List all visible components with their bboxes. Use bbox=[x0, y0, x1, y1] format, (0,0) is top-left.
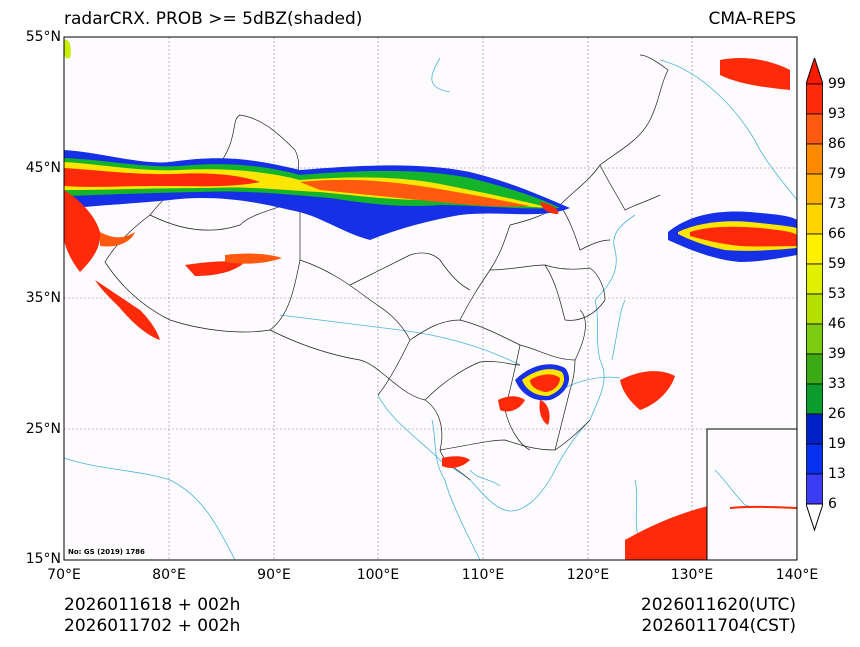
colorbar-label: 93 bbox=[828, 106, 846, 122]
lat-label-35n: 35°N bbox=[25, 290, 61, 306]
colorbar-label: 46 bbox=[828, 316, 846, 332]
colorbar-label: 13 bbox=[828, 466, 846, 482]
colorbar-label: 99 bbox=[828, 76, 846, 92]
colorbar-label: 53 bbox=[828, 286, 846, 302]
graticule bbox=[64, 37, 797, 560]
valid-time-cst: 2026011704(CST) bbox=[641, 616, 796, 636]
colorbar bbox=[806, 58, 823, 532]
lon-label-130e: 130°E bbox=[670, 567, 714, 583]
lon-label-100e: 100°E bbox=[356, 567, 400, 583]
water-bodies bbox=[63, 57, 798, 561]
colorbar-label: 73 bbox=[828, 196, 846, 212]
colorbar-label: 39 bbox=[828, 346, 846, 362]
rainband-east bbox=[620, 58, 797, 410]
lon-label-140e: 140°E bbox=[775, 567, 819, 583]
lon-label-120e: 120°E bbox=[566, 567, 610, 583]
corner-fragment bbox=[64, 39, 71, 59]
colorbar-label: 86 bbox=[828, 136, 846, 152]
colorbar-label: 79 bbox=[828, 166, 846, 182]
init-time-utc: 2026011618 + 002h bbox=[64, 595, 241, 615]
colorbar-label: 6 bbox=[828, 496, 837, 512]
lat-label-25n: 25°N bbox=[25, 421, 61, 437]
colorbar-label: 59 bbox=[828, 256, 846, 272]
colorbar-label: 26 bbox=[828, 406, 846, 422]
lat-label-55n: 55°N bbox=[25, 29, 61, 45]
lon-label-110e: 110°E bbox=[461, 567, 505, 583]
lon-label-90e: 90°E bbox=[257, 567, 291, 583]
chart-title: radarCRX. PROB >= 5dBZ(shaded) bbox=[64, 9, 363, 29]
rainband-north bbox=[64, 150, 570, 240]
lat-label-15n: 15°N bbox=[25, 551, 61, 567]
colorbar-label: 19 bbox=[828, 436, 846, 452]
valid-time-utc: 2026011620(UTC) bbox=[640, 595, 796, 615]
lat-label-45n: 45°N bbox=[25, 160, 61, 176]
colorbar-label: 66 bbox=[828, 226, 846, 242]
colorbar-label: 33 bbox=[828, 376, 846, 392]
lon-label-80e: 80°E bbox=[152, 567, 186, 583]
lon-label-70e: 70°E bbox=[47, 567, 81, 583]
map-background bbox=[64, 37, 797, 560]
init-time-cst: 2026011702 + 002h bbox=[64, 616, 241, 636]
colorbar-segments bbox=[806, 83, 823, 505]
map-frame bbox=[63, 36, 798, 561]
rainband-west bbox=[64, 190, 282, 340]
colorbar-graphic bbox=[806, 58, 823, 532]
map-approval-number: No: GS (2019) 1786 bbox=[68, 548, 145, 556]
inset-map bbox=[706, 428, 798, 561]
model-name: CMA-REPS bbox=[708, 9, 796, 29]
